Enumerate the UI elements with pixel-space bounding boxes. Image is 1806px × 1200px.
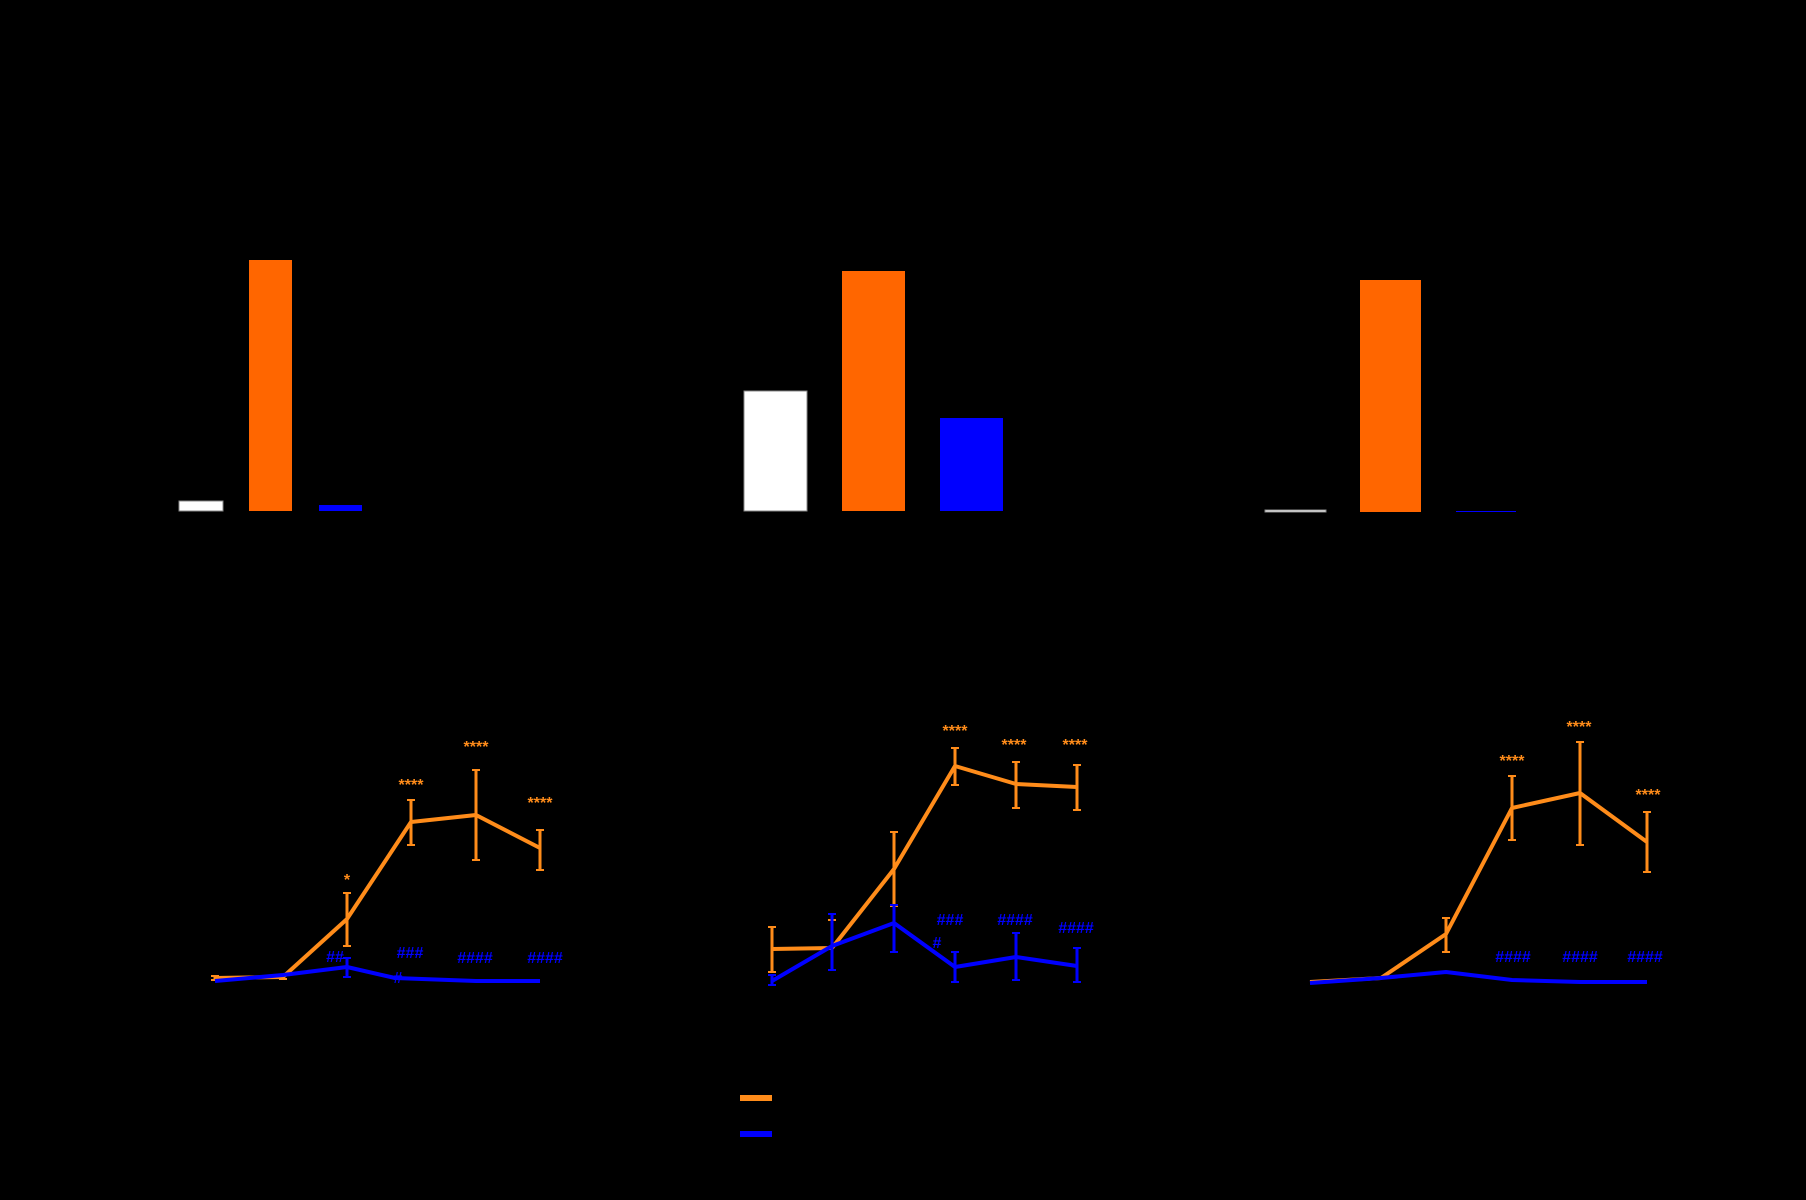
bar-white xyxy=(178,500,224,512)
significance-annotation: * xyxy=(344,872,351,889)
bar-chart-top-right xyxy=(1264,280,1516,513)
series-line-blue xyxy=(1309,970,1647,985)
legend-item-orange xyxy=(740,1080,786,1116)
significance-annotation: #### xyxy=(1495,949,1531,966)
significance-annotation: ### xyxy=(937,912,964,929)
legend xyxy=(740,1080,786,1152)
significance-annotation: ### xyxy=(397,945,424,962)
bar-chart-top-middle xyxy=(743,271,1003,512)
bar-blue xyxy=(1456,511,1516,512)
significance-annotation: #### xyxy=(1627,949,1663,966)
bar-orange xyxy=(842,271,905,511)
line-chart-bottom-left: *************###### #### #### xyxy=(211,739,563,987)
significance-annotation: #### xyxy=(527,950,563,967)
significance-annotation: **** xyxy=(1063,737,1089,754)
series-orange xyxy=(1309,741,1651,984)
significance-annotation: **** xyxy=(1567,719,1593,736)
legend-item-blue xyxy=(740,1116,786,1152)
bar-chart-top-left xyxy=(178,260,362,512)
line-chart-bottom-right: **** **** **** #### #### #### xyxy=(1309,719,1663,985)
significance-annotation: **** xyxy=(943,723,969,740)
significance-annotation: #### xyxy=(457,950,493,967)
significance-annotation: #### xyxy=(997,912,1033,929)
bar-orange xyxy=(249,260,292,511)
significance-annotation: ## xyxy=(326,949,344,966)
series-line-orange xyxy=(771,764,1078,951)
series-orange xyxy=(211,769,544,981)
bar-white xyxy=(743,390,808,512)
series-line-blue xyxy=(770,921,1078,983)
significance-annotation: **** xyxy=(464,739,490,756)
series-blue xyxy=(214,957,540,983)
bar-white xyxy=(1264,509,1327,513)
significance-annotation: # xyxy=(933,935,942,952)
significance-annotation: **** xyxy=(1500,753,1526,770)
significance-annotation: #### xyxy=(1562,949,1598,966)
line-charts: *************###### #### ####******** ****#… xyxy=(211,719,1663,987)
bar-orange xyxy=(1360,280,1421,512)
legend-swatch-orange xyxy=(740,1095,772,1101)
series-blue xyxy=(1309,970,1647,985)
series-orange xyxy=(768,747,1081,973)
significance-annotation: **** xyxy=(1636,787,1662,804)
legend-swatch-blue xyxy=(740,1131,772,1137)
significance-annotation: **** xyxy=(399,777,425,794)
series-blue xyxy=(768,904,1081,986)
significance-annotation: **** xyxy=(528,795,554,812)
bar-blue xyxy=(940,418,1003,511)
significance-annotation: # xyxy=(394,970,403,987)
bar-charts xyxy=(178,260,1516,513)
series-line-blue xyxy=(214,965,540,983)
significance-annotation: #### xyxy=(1058,920,1094,937)
bar-blue xyxy=(319,505,362,511)
significance-annotation: **** xyxy=(1002,737,1028,754)
line-chart-bottom-middle: ******** ****######## #### xyxy=(768,723,1094,986)
